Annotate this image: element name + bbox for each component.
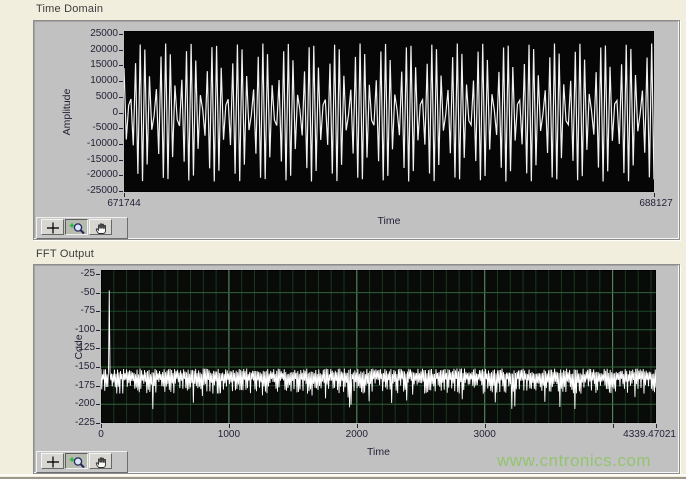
fft-x-axis-label: Time <box>367 446 390 458</box>
td-y-tick-label: 0 <box>112 106 118 118</box>
fft-x-tick-label: 3000 <box>473 429 496 440</box>
fft-y-tick-label: -75 <box>80 305 95 317</box>
fft-y-tick-label: -25 <box>80 268 95 279</box>
fft-y-tick-label: -225 <box>74 416 95 428</box>
fft-x-tick-label: 0 <box>98 429 104 440</box>
cntronics-watermark: www.cntronics.com <box>497 451 651 470</box>
fft-x-tick-mark <box>357 424 358 428</box>
hand-icon <box>95 222 106 234</box>
time-domain-graph-palette <box>36 217 128 239</box>
fft-x-tick-label: 1000 <box>217 429 241 440</box>
td-y-tick-mark <box>119 112 123 114</box>
page-bottom-highlight <box>0 474 686 476</box>
fft-y-tick-mark <box>96 311 100 313</box>
fft-x-tick-mark <box>229 424 230 428</box>
fft-y-tick-label: -150 <box>74 361 95 372</box>
fft-x-tick-mark <box>656 424 657 428</box>
fft-output-title: FFT Output <box>36 248 95 260</box>
fft-x-tick-mark <box>485 424 486 428</box>
td-y-tick-mark <box>119 96 123 98</box>
fft-y-tick-mark <box>96 329 100 331</box>
td-y-tick-label: 5000 <box>95 90 118 102</box>
fft-y-tick-label: -175 <box>74 379 95 391</box>
td-x-tick-mark <box>654 193 655 197</box>
td-y-tick-label: -25000 <box>86 185 118 196</box>
fft-y-tick-label: -200 <box>74 398 95 410</box>
td-y-tick-label: 15000 <box>90 59 118 71</box>
fft-y-tick-mark <box>96 404 100 406</box>
fft-y-tick-mark <box>96 274 100 275</box>
fft-x-tick-mark <box>101 424 102 428</box>
fft-output-graph-panel: Code Time <box>33 264 680 474</box>
td-y-tick-label: -10000 <box>86 137 118 149</box>
td-y-tick-label: 20000 <box>90 43 118 55</box>
time-domain-waveform <box>124 43 654 182</box>
fft-x-tick-label: 2000 <box>345 429 368 440</box>
td-y-tick-mark <box>119 34 123 35</box>
td-y-tick-mark <box>119 65 123 67</box>
td-y-tick-label: 25000 <box>90 28 118 39</box>
time-domain-x-max-label: 688127 <box>639 198 673 209</box>
magnifier-icon <box>68 456 85 468</box>
time-domain-title: Time Domain <box>36 3 104 15</box>
fft-x-tick-label: 4339.47021 <box>623 429 676 440</box>
time-domain-plot-area[interactable] <box>124 31 654 192</box>
page-bottom-shadow <box>0 477 686 479</box>
pan-tool-button[interactable] <box>89 219 112 235</box>
td-y-tick-mark <box>119 191 123 192</box>
fft-y-tick-mark <box>96 367 100 368</box>
fft-y-tick-mark <box>96 422 100 424</box>
td-y-tick-mark <box>119 49 123 51</box>
pan-tool-button[interactable] <box>89 453 112 469</box>
td-y-tick-label: 10000 <box>90 75 118 87</box>
cursor-tool-button[interactable] <box>41 453 64 469</box>
cursor-tool-button[interactable] <box>41 219 64 235</box>
td-y-tick-mark <box>119 128 123 130</box>
td-y-tick-label: -15000 <box>86 153 118 165</box>
td-x-tick-mark <box>124 193 125 197</box>
fft-plot-area[interactable] <box>101 270 656 423</box>
fft-y-tick-mark <box>96 385 100 387</box>
magnifier-icon <box>68 222 85 234</box>
td-y-tick-mark <box>119 175 123 177</box>
time-domain-graph-panel: Amplitude 671744 688127 Time <box>33 20 680 240</box>
zoom-tool-button[interactable] <box>65 219 88 235</box>
fft-spectrum-trace <box>101 270 656 423</box>
td-y-tick-mark <box>119 143 123 145</box>
td-y-tick-mark <box>119 81 123 83</box>
fft-y-tick-mark <box>96 292 100 294</box>
zoom-tool-button[interactable] <box>65 453 88 469</box>
td-y-tick-label: -20000 <box>86 169 118 181</box>
fft-x-tick-mark <box>613 424 614 428</box>
fft-y-tick-label: -125 <box>74 342 95 354</box>
td-y-tick-label: -5000 <box>92 122 118 134</box>
hand-icon <box>95 456 106 468</box>
crosshair-icon <box>46 222 59 233</box>
fft-y-tick-label: -50 <box>80 286 95 298</box>
td-y-tick-mark <box>119 159 123 161</box>
fft-graph-palette <box>36 451 128 473</box>
time-domain-x-min-label: 671744 <box>107 198 141 209</box>
time-domain-x-axis-label: Time <box>377 215 401 227</box>
crosshair-icon <box>46 456 59 467</box>
fft-y-tick-mark <box>96 348 100 350</box>
fft-y-tick-label: -100 <box>74 323 95 335</box>
